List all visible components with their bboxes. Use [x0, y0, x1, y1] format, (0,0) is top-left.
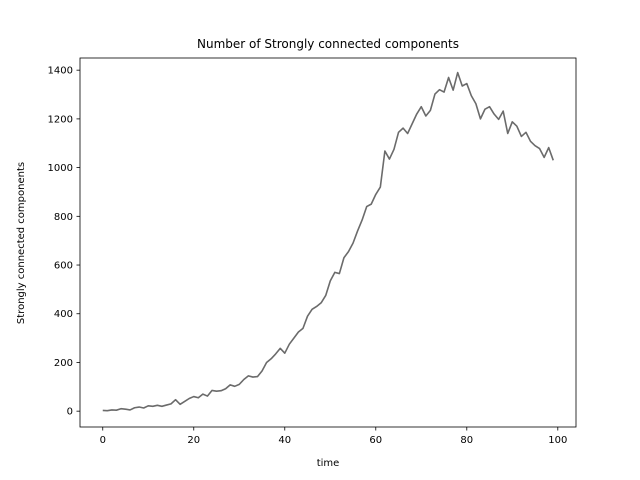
series-line-0: [102, 71, 555, 412]
y-tick-label-200: 200: [54, 358, 73, 369]
y-axis-label: Strongly connected components: [16, 162, 27, 324]
x-tick-label-80: 80: [460, 435, 473, 446]
x-axis-label: time: [317, 458, 340, 469]
x-tick-label-20: 20: [187, 435, 200, 446]
axes-frame: [79, 57, 577, 428]
x-tick-label-100: 100: [548, 435, 567, 446]
y-tick-label-600: 600: [54, 261, 73, 272]
y-tick-label-0: 0: [67, 407, 73, 418]
y-tick-label-800: 800: [54, 212, 73, 223]
x-tick-label-0: 0: [100, 435, 106, 446]
y-tick-label-1400: 1400: [48, 66, 73, 77]
y-tick-label-400: 400: [54, 309, 73, 320]
x-tick-label-60: 60: [369, 435, 382, 446]
chart-title: Number of Strongly connected components: [197, 37, 459, 51]
x-tick-label-40: 40: [278, 435, 291, 446]
y-tick-label-1000: 1000: [48, 163, 73, 174]
y-tick-label-1200: 1200: [48, 114, 73, 125]
